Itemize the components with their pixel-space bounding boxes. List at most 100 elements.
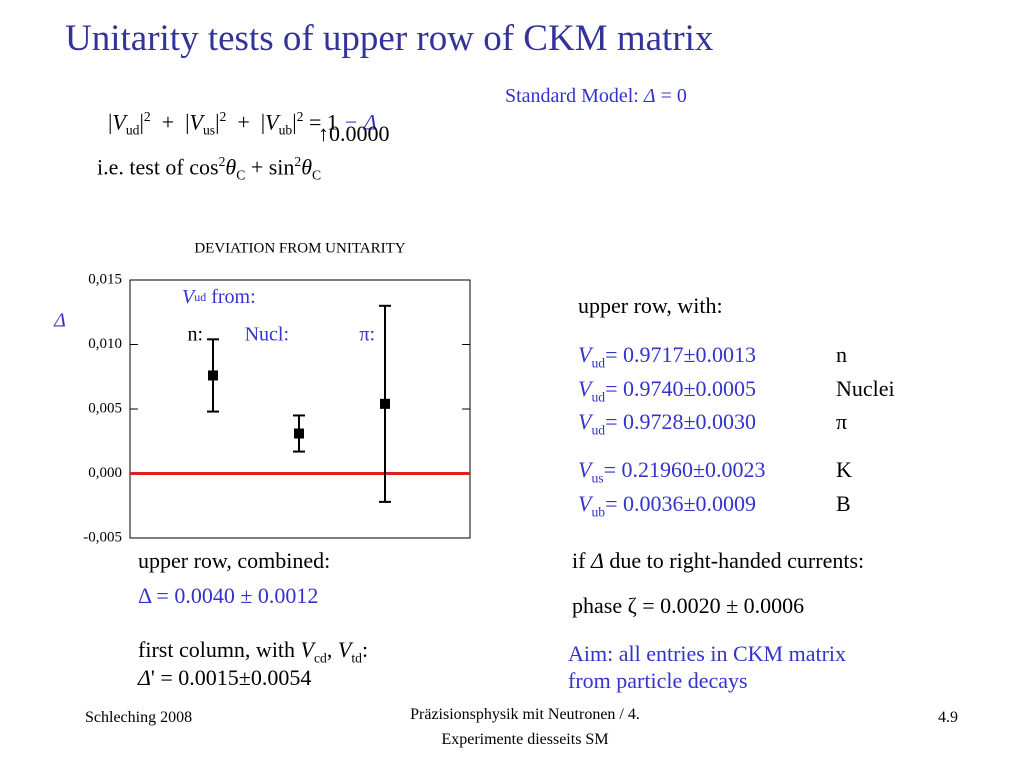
text-run: = 0.9728±0.0030	[605, 409, 757, 434]
right-handed-heading: if Δ due to right-handed currents:	[572, 548, 864, 573]
text-run: ud	[591, 355, 606, 371]
annotation-part: ud	[194, 290, 206, 304]
category-label: Nucl:	[245, 324, 289, 346]
aim-line: Aim: all entries in CKM matrix	[568, 641, 847, 666]
text-run: :	[361, 637, 369, 662]
text-run: V	[578, 457, 592, 482]
text-run: = 1	[303, 109, 344, 135]
first-column-heading: first column, with Vcd, Vtd:	[138, 637, 368, 666]
text-run: |	[108, 109, 113, 135]
y-tick-label: -0,005	[83, 529, 122, 545]
upper-row-entry: Vud= 0.9728±0.0030 π	[578, 409, 847, 438]
text-run: Δ	[138, 665, 151, 690]
category-label: π:	[359, 324, 375, 346]
text-run: = 0.0036±0.0009	[605, 491, 757, 516]
y-tick-label: 0,000	[88, 465, 122, 481]
footer-left: Schleching 2008	[85, 709, 193, 726]
upper-row-heading: upper row, with:	[578, 293, 723, 318]
text-run: td	[351, 650, 362, 666]
upper-row-entry: Vud= 0.9740±0.0005 Nuclei	[578, 376, 895, 405]
text-run: K	[836, 457, 852, 482]
text-run: Δ	[643, 85, 656, 107]
y-tick-label: 0,015	[88, 271, 122, 287]
text-run: cd	[314, 650, 327, 666]
text-run: = 0.21960±0.0023	[603, 457, 766, 482]
point	[380, 398, 390, 409]
text-run: 2	[219, 109, 227, 125]
point	[208, 370, 218, 381]
cabibbo-note: i.e. test of cos2θC + sin2θC	[97, 154, 321, 183]
text-run: |	[292, 109, 297, 135]
text-run: = 0	[655, 85, 687, 107]
text-run: |	[260, 109, 266, 135]
text-run: π	[836, 409, 848, 434]
text-run: 2	[143, 109, 151, 125]
phase-result: phase ζ = 0.0020 ± 0.0006	[572, 593, 805, 618]
text-run: B	[836, 491, 851, 516]
text-run: 2	[294, 154, 302, 169]
standard-model-note: Standard Model: Δ = 0	[505, 85, 687, 108]
text-run: − Δ	[343, 109, 377, 135]
text-run: C	[312, 167, 322, 183]
upper-row-entry: Vud= 0.9717±0.0013 n	[578, 342, 847, 371]
text-run: Δ	[590, 548, 604, 573]
footer-center: Präzisionsphysik mit Neutronen / 4. Exper…	[380, 703, 670, 753]
text-run: +	[226, 109, 261, 135]
text-run: 2	[218, 154, 226, 169]
text-run: |	[139, 109, 144, 135]
text-run: 2	[296, 109, 304, 125]
text-run: V	[578, 342, 592, 367]
text-run: Nuclei	[836, 376, 895, 401]
text-run: ,	[326, 637, 338, 662]
text-run: n	[836, 342, 847, 367]
text-run: ' = 0.0015±0.0054	[150, 665, 312, 690]
annotation-part: from:	[206, 286, 255, 308]
first-column-result: Δ' = 0.0015±0.0054	[138, 665, 311, 690]
text-run: θ	[225, 154, 237, 180]
annotation-part: V	[182, 286, 197, 308]
text-run: θ	[301, 154, 313, 180]
text-run: Standard Model:	[505, 85, 644, 107]
text-run: C	[236, 167, 246, 183]
point	[294, 428, 304, 439]
text-run: = 0.9717±0.0013	[605, 342, 757, 367]
formula: |Vud|2 + |Vus|2 + |Vub|2 = 1 − Δ	[108, 84, 377, 139]
combined-heading: upper row, combined:	[138, 548, 331, 573]
text-run: us	[591, 470, 604, 486]
text-run: |	[215, 109, 220, 135]
text-run: V	[578, 409, 592, 434]
combined-result: Δ = 0.0040 ± 0.0012	[138, 583, 319, 608]
text-run: first column, with	[138, 637, 301, 662]
text-run: i.e. test of cos	[97, 154, 219, 180]
text-run: + sin	[245, 154, 295, 180]
text-run: V	[189, 109, 203, 135]
arrow-note: ↑0.0000	[318, 121, 390, 146]
text-run: V	[578, 491, 592, 516]
text-run: Experimente diesseits SM	[441, 730, 609, 748]
slide-title: Unitarity tests of upper row of CKM matr…	[65, 18, 714, 59]
text-run: if	[572, 548, 591, 573]
text-run: ub	[591, 504, 606, 520]
aim-line: from particle decays	[568, 668, 748, 693]
text-run: us	[202, 123, 216, 139]
text-run: V	[112, 109, 126, 135]
text-run: V	[578, 376, 592, 401]
chart: DEVIATION FROM UNITARITY Δ -0,005 0,000 0,00…	[53, 240, 471, 545]
footer-right: 4.9	[938, 709, 958, 726]
text-run: V	[300, 637, 314, 662]
text-run: |	[185, 109, 190, 135]
text-run: V	[265, 109, 279, 135]
category-label: n:	[187, 324, 203, 346]
chart-title: DEVIATION FROM UNITARITY	[194, 240, 405, 256]
text-run: ud	[591, 389, 606, 405]
text-run: due to right-handed currents:	[603, 548, 865, 573]
text-run: = 0.9740±0.0005	[605, 376, 757, 401]
plot-frame	[129, 279, 471, 539]
annotation: Vud from:	[182, 286, 256, 308]
y-tick-label: 0,005	[88, 400, 122, 416]
text-run: V	[337, 637, 352, 662]
text-run: +	[150, 109, 186, 135]
text-run: ud	[125, 123, 140, 139]
text-run: Präzisionsphysik mit Neutronen / 4.	[410, 706, 640, 723]
